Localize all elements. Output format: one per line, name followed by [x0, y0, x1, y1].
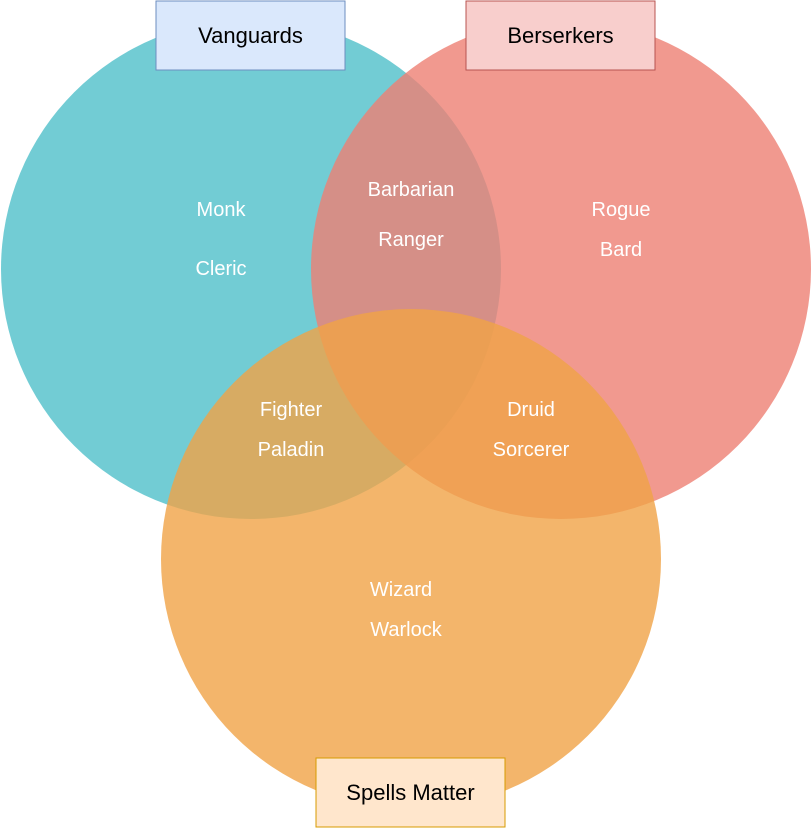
region-member: Warlock — [370, 619, 442, 641]
region-member: Rogue — [592, 199, 651, 221]
region-member: Monk — [197, 199, 247, 221]
vanguards-label-box: Vanguards — [155, 0, 346, 71]
region-member: Fighter — [260, 399, 323, 421]
spells-matter-label-rect — [315, 757, 506, 828]
region-berserkers-only: Rogue Bard — [592, 199, 651, 261]
berserkers-label-box: Berserkers — [465, 0, 656, 71]
spells-matter-label-box: Spells Matter — [315, 757, 506, 828]
region-member: Druid — [507, 399, 555, 421]
region-vanguards-only: Monk Cleric — [195, 199, 246, 280]
region-member: Sorcerer — [493, 439, 570, 461]
region-vanguards-berserkers: Barbarian Ranger — [368, 179, 455, 251]
vanguards-label-rect — [155, 0, 346, 71]
spells-matter-label: Spells Matter — [346, 780, 474, 805]
region-vanguards-spells: Fighter Paladin — [258, 399, 325, 461]
region-member: Wizard — [370, 579, 432, 601]
region-spells-only: Wizard Warlock — [370, 579, 443, 641]
region-member: Ranger — [378, 229, 444, 251]
berserkers-label-rect — [465, 0, 656, 71]
region-berserkers-spells: Druid Sorcerer — [493, 399, 570, 461]
region-member: Bard — [600, 239, 642, 261]
region-member: Barbarian — [368, 179, 455, 201]
vanguards-label: Vanguards — [198, 23, 303, 48]
region-member: Cleric — [195, 258, 246, 280]
spells-matter-circle — [161, 309, 661, 809]
berserkers-label: Berserkers — [507, 23, 613, 48]
region-member: Paladin — [258, 439, 325, 461]
